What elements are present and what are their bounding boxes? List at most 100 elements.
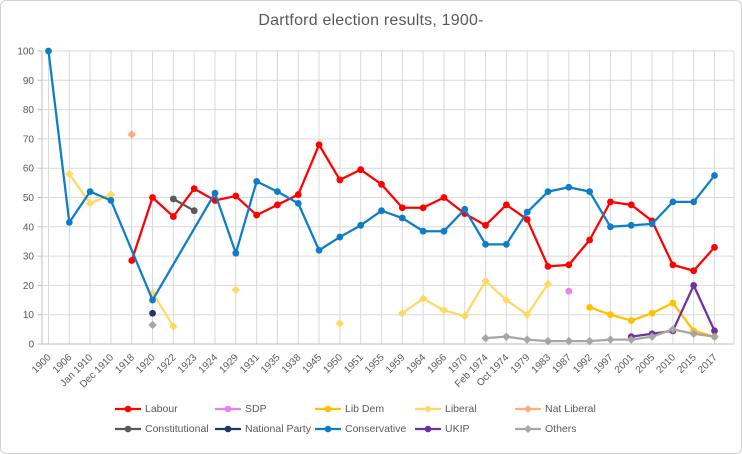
data-point [669,299,677,307]
svg-text:1964: 1964 [405,352,429,376]
svg-text:1938: 1938 [280,352,304,376]
svg-text:1997: 1997 [592,352,616,376]
svg-text:30: 30 [23,252,35,263]
data-point [627,201,635,209]
data-point [127,130,136,139]
data-point [418,294,428,303]
data-point [585,336,594,346]
data-point [690,198,698,206]
legend-item-ukip: UKIP [415,423,515,435]
data-point [106,190,116,199]
data-point [231,285,241,294]
svg-text:90: 90 [23,76,35,87]
data-point [398,214,406,222]
svg-text:1950: 1950 [321,352,345,376]
svg-text:1918: 1918 [113,352,137,376]
data-point [481,333,490,343]
data-point [586,188,594,196]
data-point [669,198,677,206]
data-point [502,332,511,341]
data-point [190,207,198,215]
data-point [627,335,636,344]
legend-item-liberal: Liberal [415,403,515,415]
series-others [148,320,719,346]
data-point [648,220,656,228]
data-point [294,191,302,198]
data-point [232,192,240,200]
data-point [482,221,489,229]
data-point [378,180,385,188]
svg-text:60: 60 [23,164,35,175]
data-point [357,166,365,174]
data-point [482,240,489,248]
svg-text:80: 80 [23,105,35,116]
data-point [336,176,344,184]
svg-text:1931: 1931 [238,352,262,376]
legend-swatch-nat-liberal-icon [515,405,541,413]
data-point [711,327,718,335]
data-point [149,309,156,317]
data-point [690,267,698,275]
data-point [461,205,469,213]
data-point [648,309,656,317]
data-point [522,310,532,319]
svg-text:1983: 1983 [530,352,554,376]
data-point [294,199,302,207]
legend-swatch-conservative-icon [315,425,341,433]
data-point [669,261,677,269]
axes [41,51,734,345]
legend-item-constitutional: Constitutional [115,423,215,435]
legend-swatch-sdp-icon [215,405,241,413]
svg-text:40: 40 [23,222,35,233]
legend-label-constitutional: Constitutional [145,423,209,435]
data-point [627,221,635,229]
legend-swatch-liberal-icon [415,405,441,413]
legend-label-liberal: Liberal [445,403,477,415]
data-point [253,177,261,185]
data-point [481,276,490,286]
data-point [128,257,136,264]
series-sdp [565,287,573,295]
data-point [607,311,614,319]
legend-item-conservative: Conservative [315,423,415,435]
legend-item-others: Others [515,423,615,435]
series-national-party [149,309,156,317]
series-conservative [45,47,718,304]
data-point [586,303,594,311]
svg-text:1959: 1959 [384,352,408,376]
data-point [253,211,261,219]
legend-item-lib-dem: Lib Dem [315,403,415,415]
svg-text:70: 70 [23,134,35,145]
data-point [85,199,95,208]
data-point [711,172,718,179]
data-point [149,194,156,201]
legend-label-sdp: SDP [245,403,267,415]
svg-text:1929: 1929 [217,352,241,376]
data-point [86,188,94,196]
data-point [523,208,531,216]
legend-label-lib-dem: Lib Dem [345,403,385,415]
series-liberal [65,169,553,331]
series-nat-liberal [127,130,136,139]
data-point [398,204,406,212]
data-point [544,188,552,196]
data-point [565,287,573,295]
data-point [565,183,573,191]
data-point [440,227,448,235]
data-point [419,227,427,235]
data-point [523,216,531,223]
data-point [335,319,345,328]
svg-text:1992: 1992 [571,352,595,376]
data-point [543,336,553,346]
legend-swatch-constitutional-icon [115,425,141,433]
legend-swatch-others-icon [515,425,541,433]
data-point [564,336,574,346]
chart-title: Dartford election results, 1900- [258,12,484,29]
svg-text:2005: 2005 [634,352,658,376]
svg-text:1923: 1923 [176,352,200,376]
svg-text:1900: 1900 [30,352,54,376]
data-point [606,335,615,344]
data-point [502,240,510,248]
data-point [711,243,718,251]
